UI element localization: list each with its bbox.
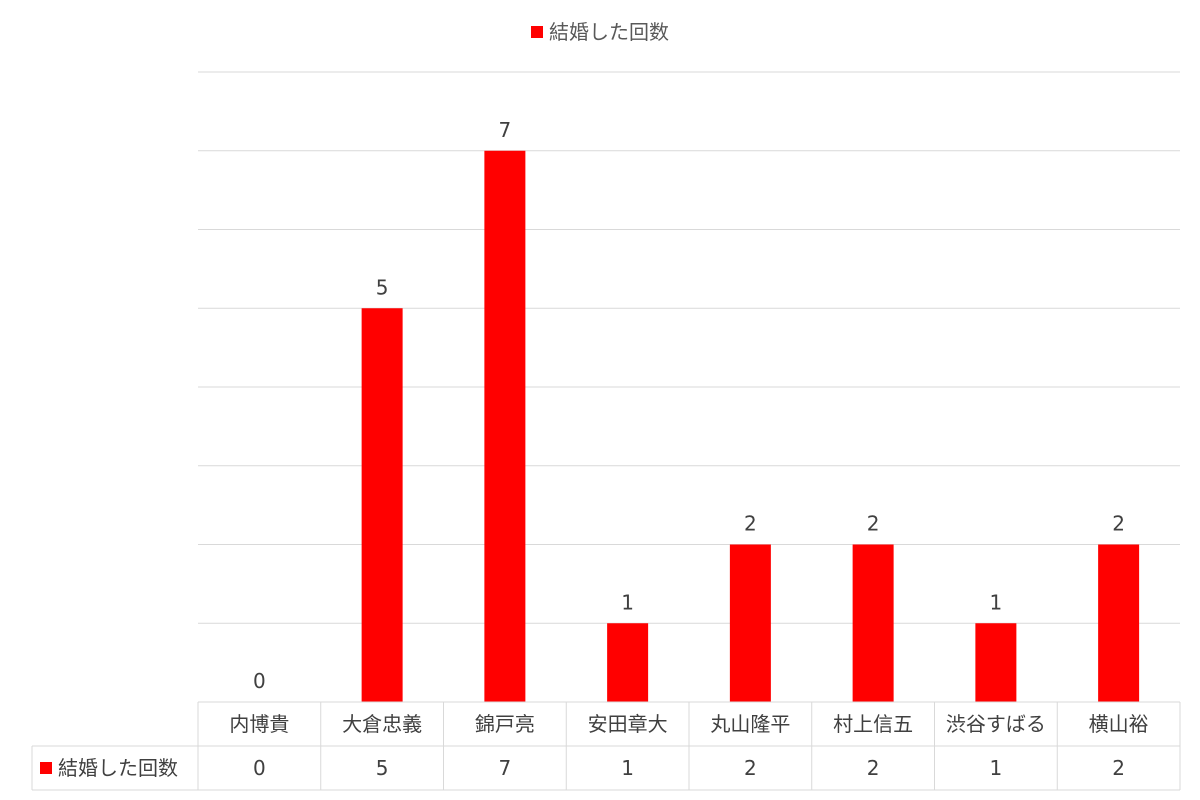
table-value: 1: [990, 756, 1003, 780]
table-legend-swatch: [40, 762, 52, 774]
bar: [1098, 544, 1140, 702]
category-label: 内博貴: [229, 712, 289, 736]
legend-swatch: [531, 25, 543, 38]
category-label: 横山裕: [1089, 712, 1149, 736]
category-label: 安田章大: [588, 712, 668, 736]
data-label: 2: [867, 512, 880, 536]
bar: [852, 544, 894, 702]
data-label: 2: [1112, 512, 1125, 536]
bar: [975, 623, 1017, 702]
table-value: 5: [376, 756, 389, 780]
table-value: 2: [744, 756, 757, 780]
data-label: 0: [253, 669, 266, 693]
bar: [361, 308, 403, 702]
table-row-header: 結婚した回数: [58, 756, 178, 780]
table-value: 0: [253, 756, 266, 780]
bar: [607, 623, 649, 702]
data-label: 7: [499, 118, 512, 142]
table-value: 1: [621, 756, 634, 780]
table-value: 7: [499, 756, 512, 780]
data-label: 5: [376, 275, 389, 299]
legend-label: 結婚した回数: [549, 20, 669, 44]
category-label: 丸山隆平: [710, 712, 790, 736]
category-label: 錦戸亮: [475, 712, 535, 736]
table-value: 2: [867, 756, 880, 780]
bar: [729, 544, 771, 702]
chart-legend: 結婚した回数: [0, 16, 1200, 45]
category-label: 村上信五: [833, 712, 913, 736]
data-label: 1: [990, 590, 1003, 614]
bar: [484, 150, 526, 702]
data-label: 2: [744, 512, 757, 536]
category-label: 渋谷すばる: [946, 712, 1046, 736]
data-label: 1: [621, 590, 634, 614]
table-value: 2: [1112, 756, 1125, 780]
category-label: 大倉忠義: [342, 712, 422, 736]
